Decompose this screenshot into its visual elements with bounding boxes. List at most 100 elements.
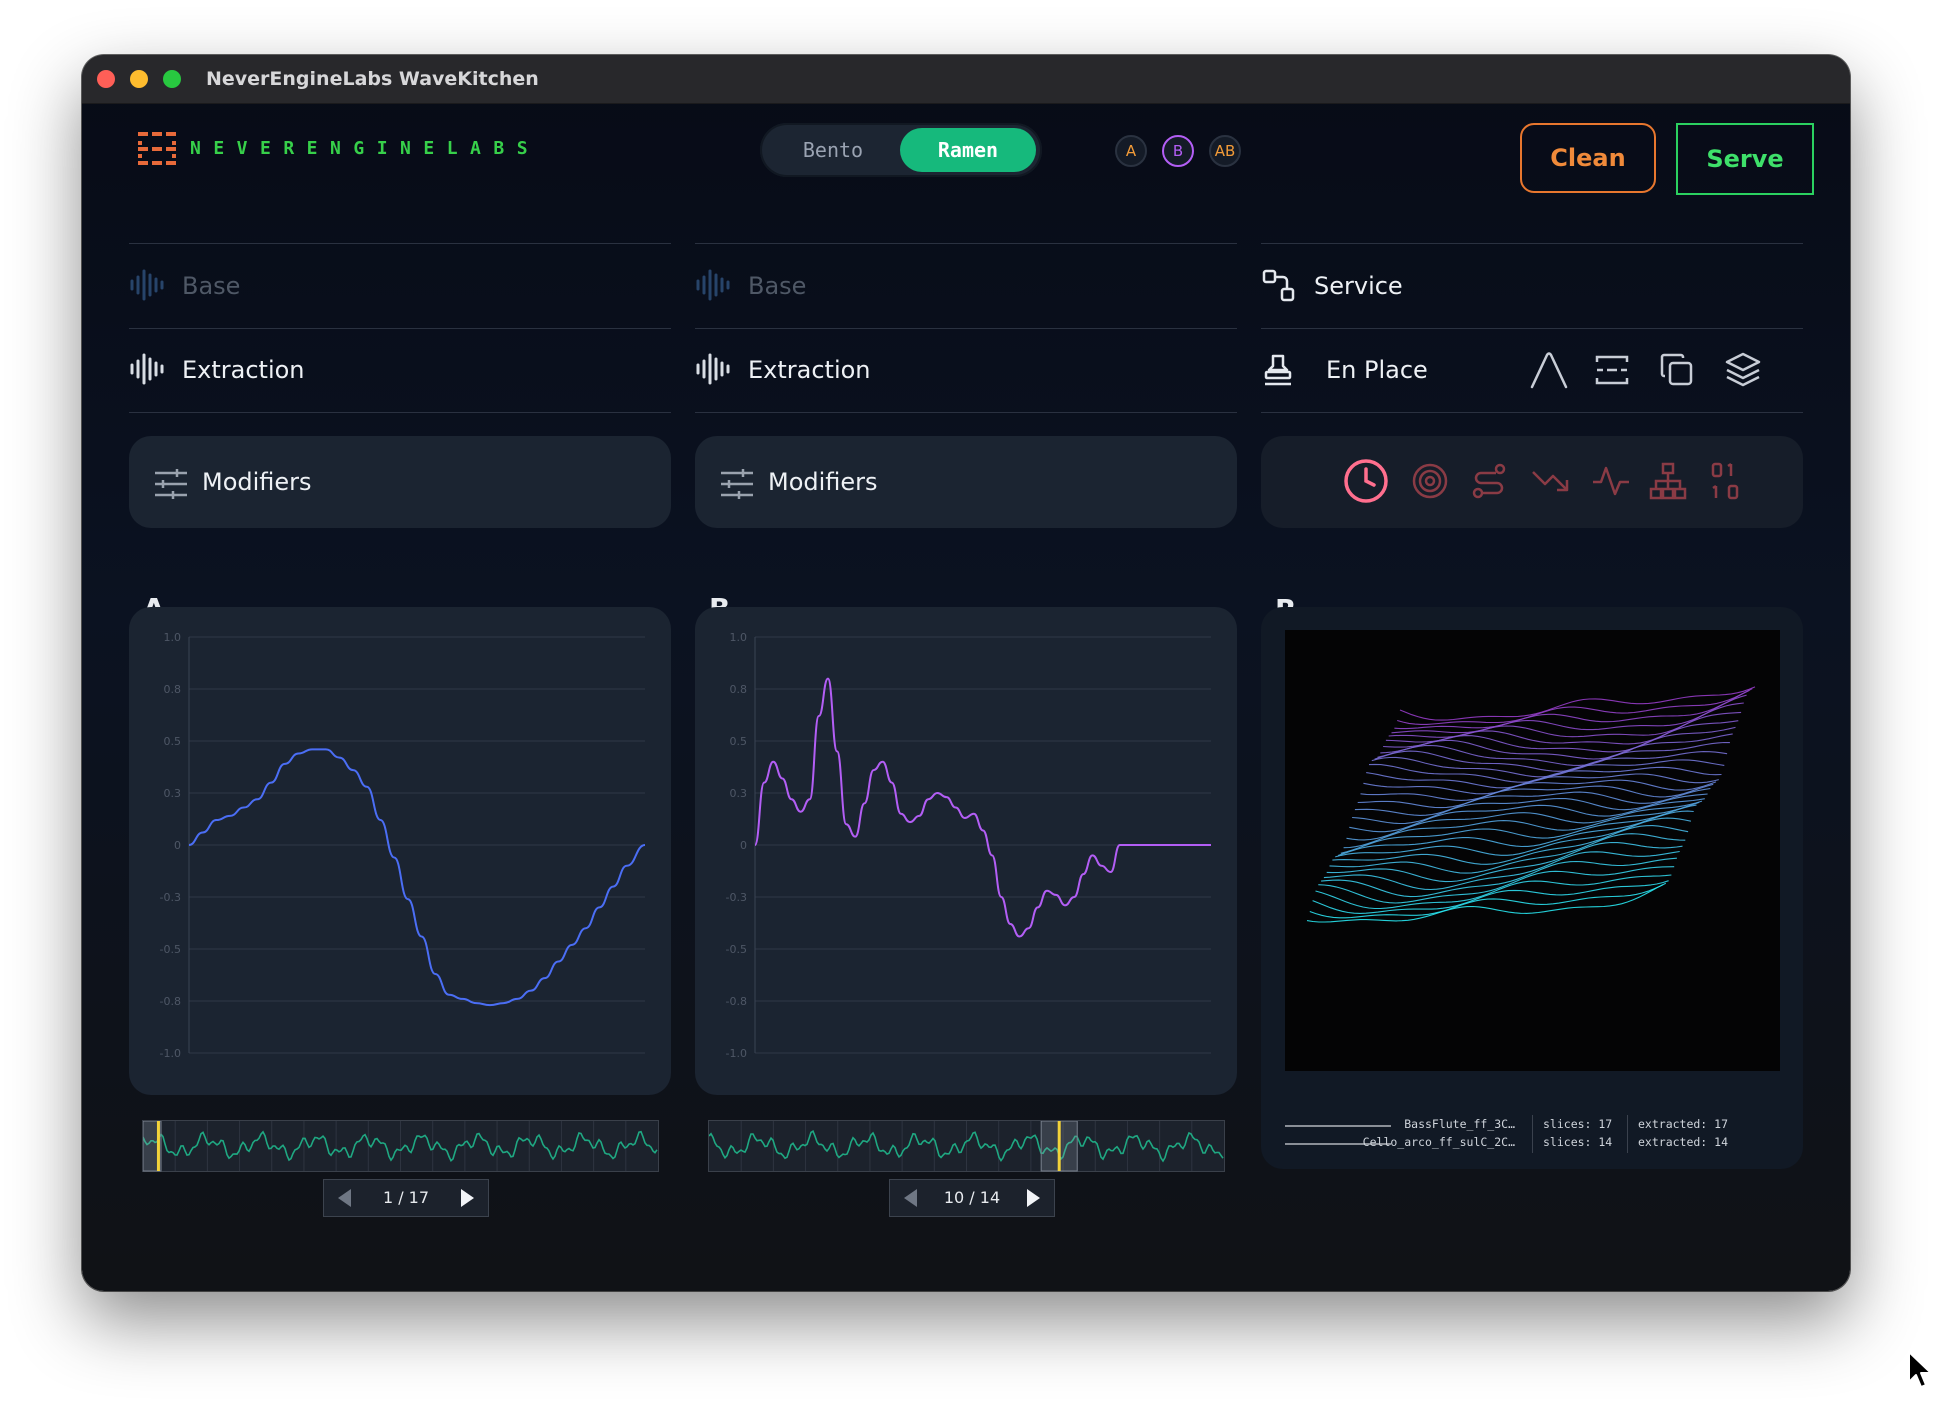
route-icon[interactable] xyxy=(1471,462,1507,500)
y-tick-label: -1.0 xyxy=(160,1047,181,1060)
modifiers-button-b[interactable]: Modifiers xyxy=(695,436,1237,528)
surface-line xyxy=(1371,751,1728,778)
strip-window[interactable] xyxy=(143,1121,162,1172)
y-tick-label: 0.8 xyxy=(730,683,748,696)
y-tick-label: -0.8 xyxy=(726,995,747,1008)
waterfall-surface xyxy=(1306,686,1756,923)
surface-line xyxy=(1354,787,1711,816)
legend-row: BassFlute_ff_3C… slices: 17 extracted: 1… xyxy=(1285,1117,1780,1135)
surface-line xyxy=(1399,686,1756,721)
surface-line xyxy=(1335,817,1692,858)
surface-line xyxy=(1343,801,1700,849)
surface-line xyxy=(1374,741,1730,772)
y-tick-label: 0.8 xyxy=(164,683,182,696)
sliders-icon xyxy=(155,469,187,499)
surface-line xyxy=(1385,711,1742,745)
y-tick-label: 0.3 xyxy=(730,787,748,800)
waveform-chart-a[interactable]: 1.0 0.8 0.5 0.3 0 -0.3 -0.5 -0.8 -1.0 xyxy=(129,607,671,1095)
modifiers-button-a[interactable]: Modifiers xyxy=(129,436,671,528)
layers-icon[interactable] xyxy=(1724,351,1762,389)
spectrogram-3d-canvas[interactable] xyxy=(1285,630,1780,1071)
waveform-chart-b[interactable]: 1.0 0.8 0.5 0.3 0 -0.3 -0.5 -0.8 -1.0 xyxy=(695,607,1237,1095)
channel-b-button[interactable]: B xyxy=(1162,135,1194,167)
next-slice-button[interactable] xyxy=(1027,1189,1040,1207)
window-title: NeverEngineLabs WaveKitchen xyxy=(206,68,539,90)
y-tick-label: -0.8 xyxy=(160,995,181,1008)
waveform-icon xyxy=(130,353,164,385)
channel-ab-button[interactable]: AB xyxy=(1209,135,1241,167)
divider xyxy=(129,328,671,329)
surface-line xyxy=(1391,694,1747,734)
surface-line xyxy=(1349,798,1705,833)
surface-line xyxy=(1397,688,1753,725)
app-window: NeverEngineLabs WaveKitchen NEVERENGINEL… xyxy=(82,55,1850,1291)
y-tick-label: 0 xyxy=(740,839,747,852)
en-place-label: En Place xyxy=(1326,356,1428,384)
divider xyxy=(1261,328,1803,329)
timeline-strip-a[interactable] xyxy=(142,1120,659,1172)
strip-waveform xyxy=(709,1130,1224,1163)
minimize-window-button[interactable] xyxy=(130,70,148,88)
en-place-row[interactable]: En Place xyxy=(1261,340,1803,400)
activity-icon[interactable] xyxy=(1591,462,1631,500)
serve-button[interactable]: Serve xyxy=(1676,123,1814,195)
service-row[interactable]: Service xyxy=(1261,256,1803,316)
divider xyxy=(129,243,671,244)
surface-line xyxy=(1309,882,1667,919)
divider xyxy=(695,412,1237,413)
binary-icon[interactable] xyxy=(1711,462,1741,500)
channel-a-button[interactable]: A xyxy=(1115,135,1147,167)
pager-b: 10 / 14 xyxy=(889,1179,1055,1217)
surface-line xyxy=(1394,689,1750,730)
legend-line xyxy=(1285,1143,1391,1145)
mode-ramen-button[interactable]: Ramen xyxy=(900,128,1036,172)
target-icon[interactable] xyxy=(1411,462,1449,500)
base-row-b[interactable]: Base xyxy=(695,256,1237,316)
previous-slice-button[interactable] xyxy=(338,1189,351,1207)
waveform-chart-b-svg: 1.0 0.8 0.5 0.3 0 -0.3 -0.5 -0.8 -1.0 xyxy=(726,631,1211,1060)
timeline-strip-a-svg xyxy=(143,1121,658,1172)
sliders-icon xyxy=(721,469,753,499)
pager-a: 1 / 17 xyxy=(323,1179,489,1217)
next-slice-button[interactable] xyxy=(461,1189,474,1207)
clock-icon[interactable] xyxy=(1343,458,1389,504)
timeline-strip-b[interactable] xyxy=(708,1120,1225,1172)
legend-line xyxy=(1285,1125,1391,1127)
waveform-icon xyxy=(696,353,730,385)
copy-icon[interactable] xyxy=(1659,352,1695,388)
base-row-a[interactable]: Base xyxy=(129,256,671,316)
surface-line xyxy=(1346,800,1703,841)
surface-line xyxy=(1312,880,1669,914)
strip-waveform xyxy=(143,1130,658,1163)
y-tick-label: 0.5 xyxy=(164,735,182,748)
surface-line xyxy=(1363,773,1719,795)
trend-down-icon[interactable] xyxy=(1531,466,1571,496)
title-bar: NeverEngineLabs WaveKitchen xyxy=(82,55,1850,104)
surface-line xyxy=(1360,779,1717,801)
result-legend: BassFlute_ff_3C… slices: 17 extracted: 1… xyxy=(1285,1115,1780,1157)
extraction-label: Extraction xyxy=(182,356,305,384)
y-tick-label: 0.3 xyxy=(164,787,182,800)
zoom-window-button[interactable] xyxy=(163,70,181,88)
legend-extracted: extracted: 14 xyxy=(1638,1135,1729,1149)
hierarchy-icon[interactable] xyxy=(1649,462,1687,500)
surface-line xyxy=(1306,884,1664,923)
surface-line xyxy=(1352,793,1708,825)
divider xyxy=(1261,243,1803,244)
surface-line xyxy=(1321,857,1677,898)
previous-slice-button[interactable] xyxy=(904,1189,917,1207)
spectrum-icon[interactable] xyxy=(1594,352,1630,388)
envelope-peak-icon[interactable] xyxy=(1529,350,1569,390)
y-tick-label: -0.3 xyxy=(726,891,747,904)
extraction-row-b[interactable]: Extraction xyxy=(695,340,1237,400)
surface-line xyxy=(1332,825,1689,865)
close-window-button[interactable] xyxy=(97,70,115,88)
service-label: Service xyxy=(1314,272,1403,300)
legend-file-name: BassFlute_ff_3C… xyxy=(1404,1117,1515,1131)
base-label: Base xyxy=(748,272,807,300)
clean-button[interactable]: Clean xyxy=(1520,123,1656,193)
extraction-row-a[interactable]: Extraction xyxy=(129,340,671,400)
stamp-icon xyxy=(1264,354,1292,386)
brand-logo-icon xyxy=(138,132,176,165)
mode-bento-button[interactable]: Bento xyxy=(802,138,864,162)
